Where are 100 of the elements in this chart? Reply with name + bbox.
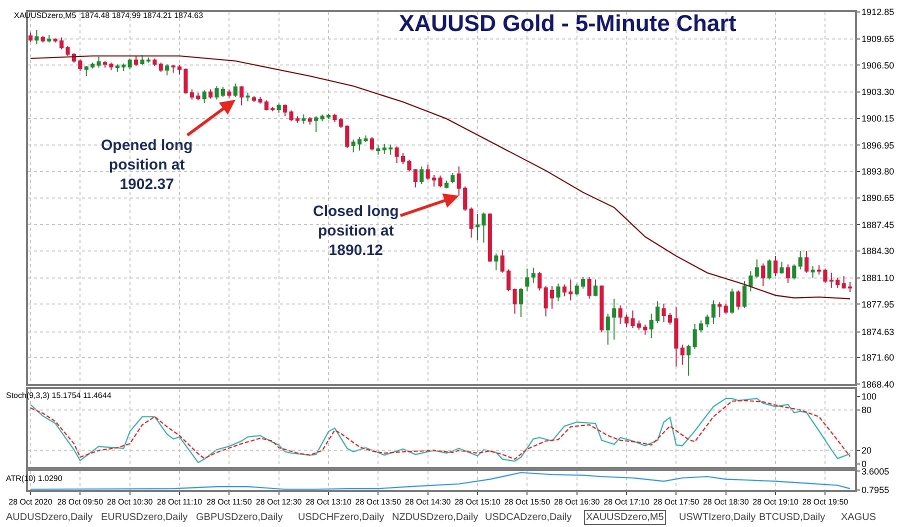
text: AUDUSDzero,Daily [6, 512, 93, 523]
annotation: Closed long position at 1890.12 [313, 203, 399, 259]
candlestick [345, 124, 350, 149]
y-tick-label: 1890.65 [862, 192, 894, 203]
candlestick [252, 96, 256, 102]
x-tick-label: 28 Oct 15:10 [454, 497, 501, 506]
chart-title: XAUUSD Gold - 5-Minute Chart [399, 10, 737, 36]
candlestick [400, 152, 406, 164]
y-tick-label: 20 [862, 446, 872, 456]
candlestick [525, 268, 530, 292]
x-tick-label: 28 Oct 18:30 [702, 497, 750, 506]
x-tick-label: 28 Oct 17:50 [653, 497, 700, 506]
candlestick [146, 57, 150, 64]
candlestick [804, 250, 809, 274]
candlestick [438, 175, 442, 188]
x-tick-label: 28 Oct 19:50 [802, 497, 849, 506]
candlestick [158, 62, 163, 72]
candlestick [705, 314, 710, 328]
y-tick-label: 1871.60 [862, 352, 894, 362]
candlestick [338, 117, 343, 128]
y-tick-label: 0.7955 [862, 485, 890, 496]
line-series [30, 55, 851, 300]
x-tick-label: 28 Oct 19:10 [752, 497, 799, 506]
candlestick [829, 272, 834, 288]
chart-subtitle: XAUUSDzero,M5 1874.48 1874.99 1874.21 1874.63 [14, 11, 204, 20]
candlestick [581, 276, 586, 290]
candlestick [692, 323, 697, 350]
candlestick [202, 90, 206, 104]
candlestick [227, 88, 232, 98]
candlestick [842, 276, 846, 290]
candlestick [774, 256, 778, 277]
candlestick [568, 278, 573, 301]
candlestick [780, 261, 784, 274]
candlestick [836, 277, 840, 288]
candlestick [295, 116, 300, 124]
y-tick-label: 1868.40 [862, 379, 894, 390]
candlestick [165, 64, 170, 76]
x-tick-label: 28 Oct 13:50 [355, 497, 402, 506]
y-tick-label: 100 [862, 392, 877, 402]
candlestick [264, 100, 268, 111]
x-tick-label: 28 Oct 13:10 [306, 497, 352, 506]
candlestick [730, 288, 734, 314]
candlestick [469, 206, 474, 238]
candlestick [376, 145, 380, 156]
candlestick [550, 286, 554, 310]
candlestick [332, 113, 337, 123]
candlestick [109, 62, 114, 71]
y-tick-label: 1912.85 [862, 7, 894, 18]
candlestick [283, 104, 288, 117]
y-tick-label: 1887.45 [862, 220, 894, 230]
candlestick [500, 250, 504, 274]
candlestick [444, 180, 448, 189]
candlestick [711, 300, 716, 324]
y-tick-label: 1884.30 [862, 246, 894, 256]
candlestick [320, 114, 324, 122]
candlestick [122, 62, 126, 72]
candlestick [240, 86, 244, 106]
candlestick [456, 166, 461, 196]
candlestick [574, 283, 579, 296]
candlestick [233, 83, 238, 98]
candlestick [544, 286, 548, 317]
candlestick [351, 139, 356, 153]
candlestick [246, 92, 250, 102]
text: XAUUSDzero,M5 [586, 512, 664, 523]
candlestick [662, 303, 666, 323]
y-tick-label: 1896.95 [862, 140, 894, 150]
candlestick [606, 313, 610, 346]
candlestick [494, 253, 498, 271]
candlestick [786, 264, 790, 284]
candlestick [488, 212, 492, 262]
candlestick [270, 106, 275, 112]
candlestick [531, 267, 536, 284]
candlestick [302, 114, 306, 124]
candlestick [214, 86, 219, 100]
x-tick-label: 28 Oct 11:10 [156, 497, 203, 506]
y-tick-label: 1893.80 [862, 166, 894, 177]
candlestick [364, 134, 368, 143]
candlestick [177, 64, 182, 75]
candlestick [823, 268, 828, 284]
candlestick [482, 212, 486, 244]
candlestick [680, 344, 684, 366]
candlestick [593, 278, 598, 297]
candlestick [152, 58, 157, 66]
candlestick [388, 144, 393, 156]
candlestick [289, 110, 294, 122]
candlestick [699, 320, 704, 333]
text: NZDUSDzero,Daily [392, 512, 478, 523]
candlestick [308, 116, 312, 126]
candlestick [668, 312, 672, 326]
text: XAGUS [841, 512, 876, 523]
candlestick [630, 310, 635, 329]
x-tick-label: 28 Oct 17:10 [604, 497, 650, 506]
x-tick-label: 28 Oct 14:30 [404, 497, 452, 506]
candlestick [724, 303, 728, 314]
candlestick [128, 58, 132, 70]
candlestick [674, 306, 678, 368]
candlestick [618, 304, 622, 324]
candlestick [196, 92, 200, 101]
candlestick [382, 143, 386, 154]
chart-title: Stoch(9,3,3) 15.1754 11.4644 [6, 391, 112, 400]
